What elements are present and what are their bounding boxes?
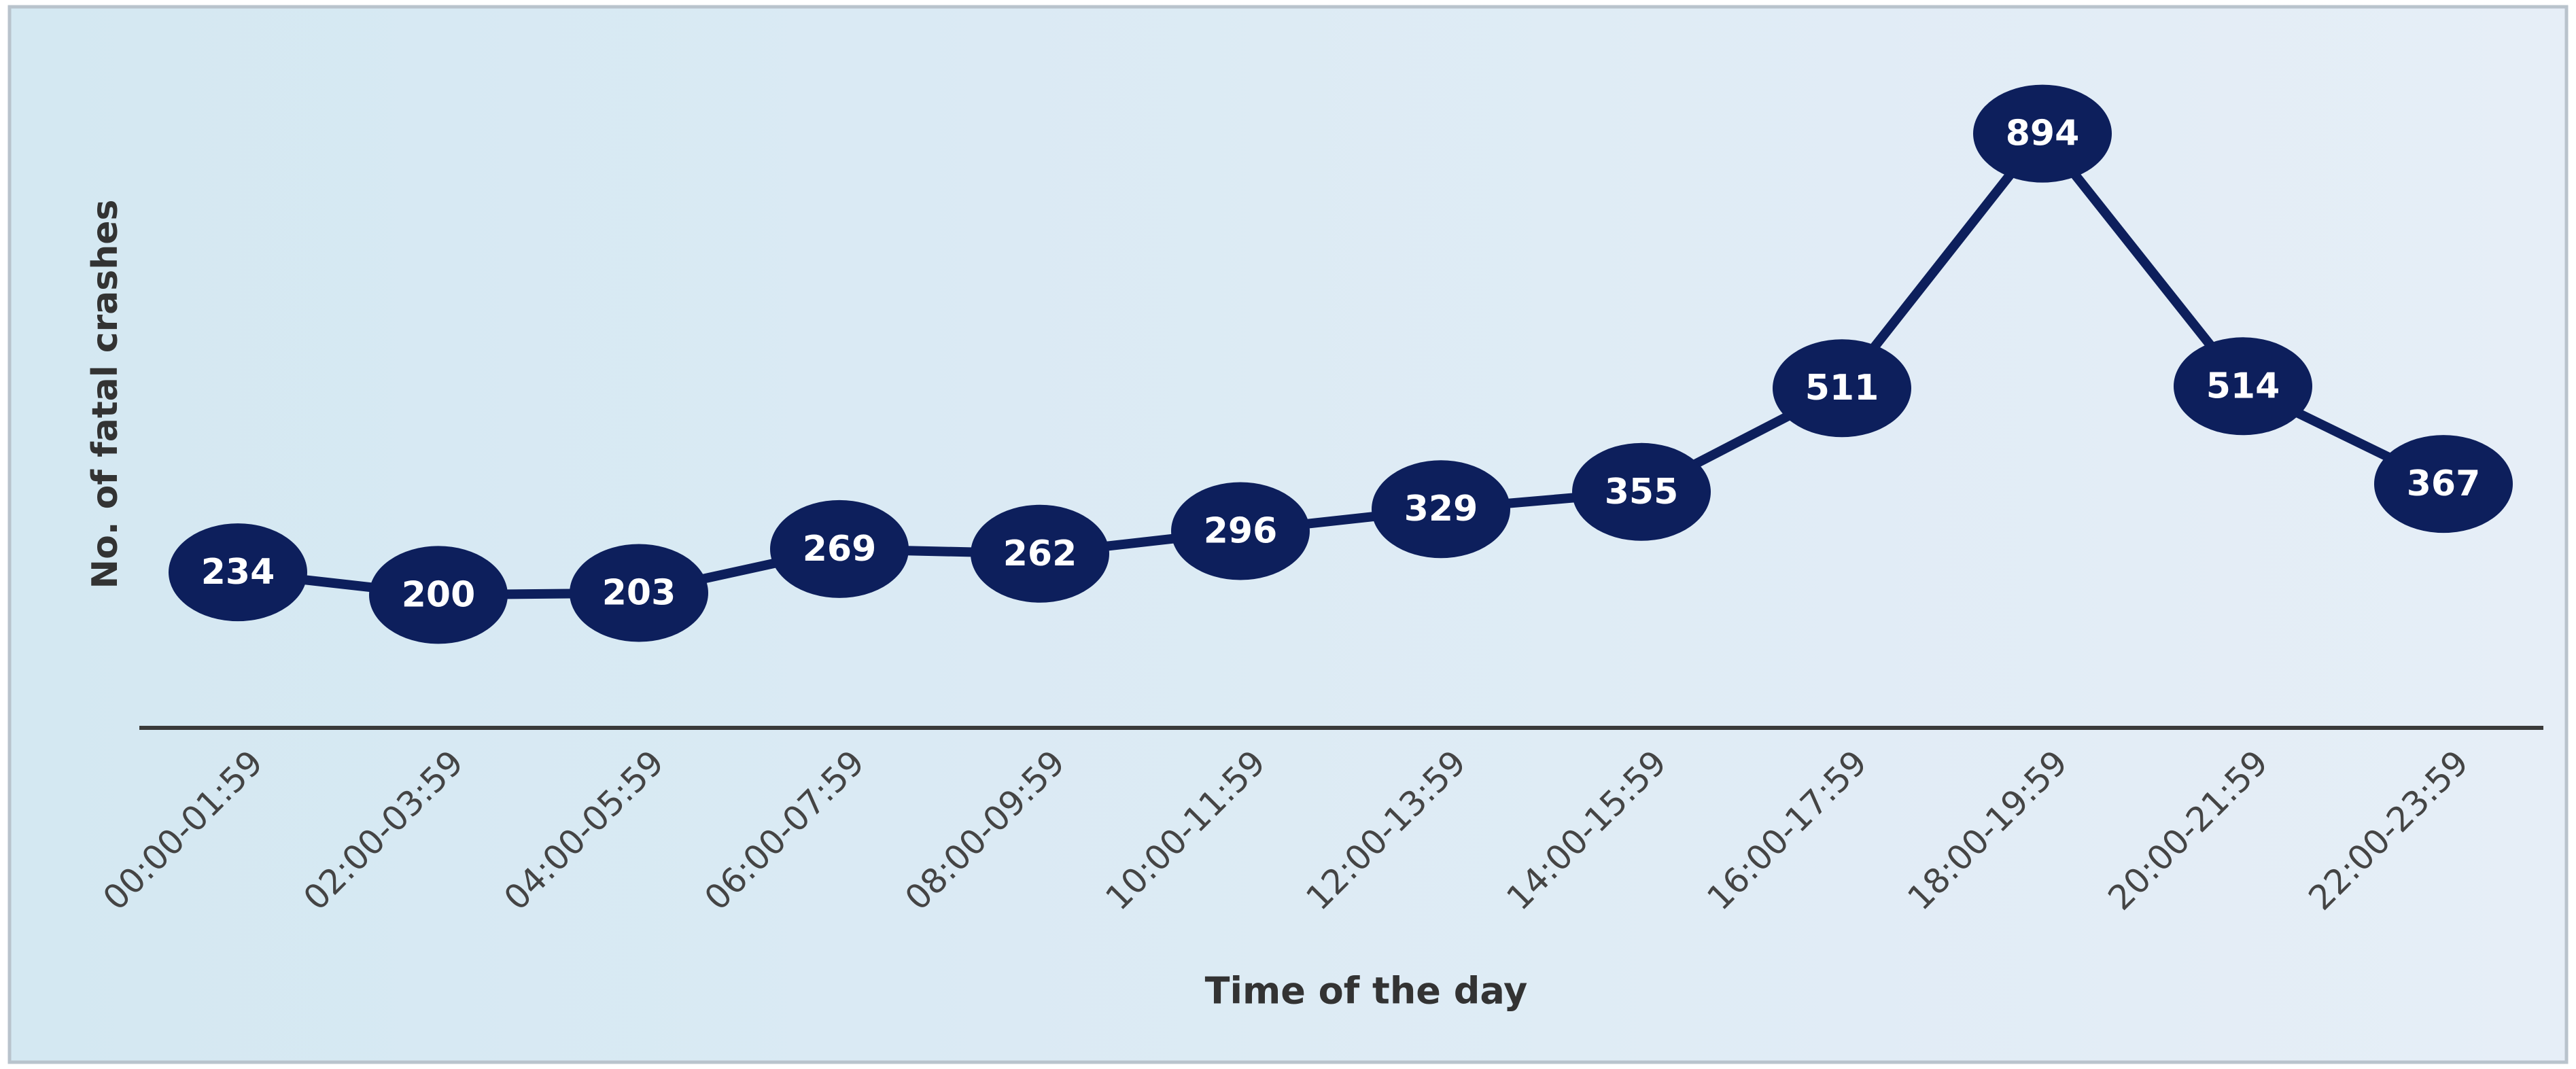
marker (2374, 435, 2513, 533)
marker (169, 523, 307, 622)
data-label: 367 (2407, 463, 2481, 504)
data-label: 296 (1204, 511, 1278, 552)
marker (1773, 339, 1911, 438)
y-axis-title: No. of fatal crashes (85, 200, 126, 589)
marker (2174, 337, 2312, 436)
x-axis-title: Time of the day (1205, 970, 1528, 1013)
data-label: 234 (201, 552, 275, 593)
data-label: 269 (803, 529, 877, 569)
data-label: 262 (1003, 533, 1077, 574)
marker (369, 546, 508, 644)
marker (1572, 442, 1711, 541)
marker (1372, 460, 1510, 559)
marker (770, 500, 909, 598)
marker (570, 544, 708, 642)
data-label: 329 (1404, 489, 1478, 529)
data-label: 355 (1605, 472, 1679, 512)
data-label: 203 (602, 572, 676, 613)
data-label: 514 (2206, 366, 2280, 406)
data-label: 200 (402, 574, 476, 615)
data-label: 511 (1805, 368, 1879, 408)
marker (1973, 84, 2112, 183)
marker (1171, 482, 1310, 580)
marker (971, 504, 1109, 603)
data-label: 894 (2006, 113, 2080, 154)
